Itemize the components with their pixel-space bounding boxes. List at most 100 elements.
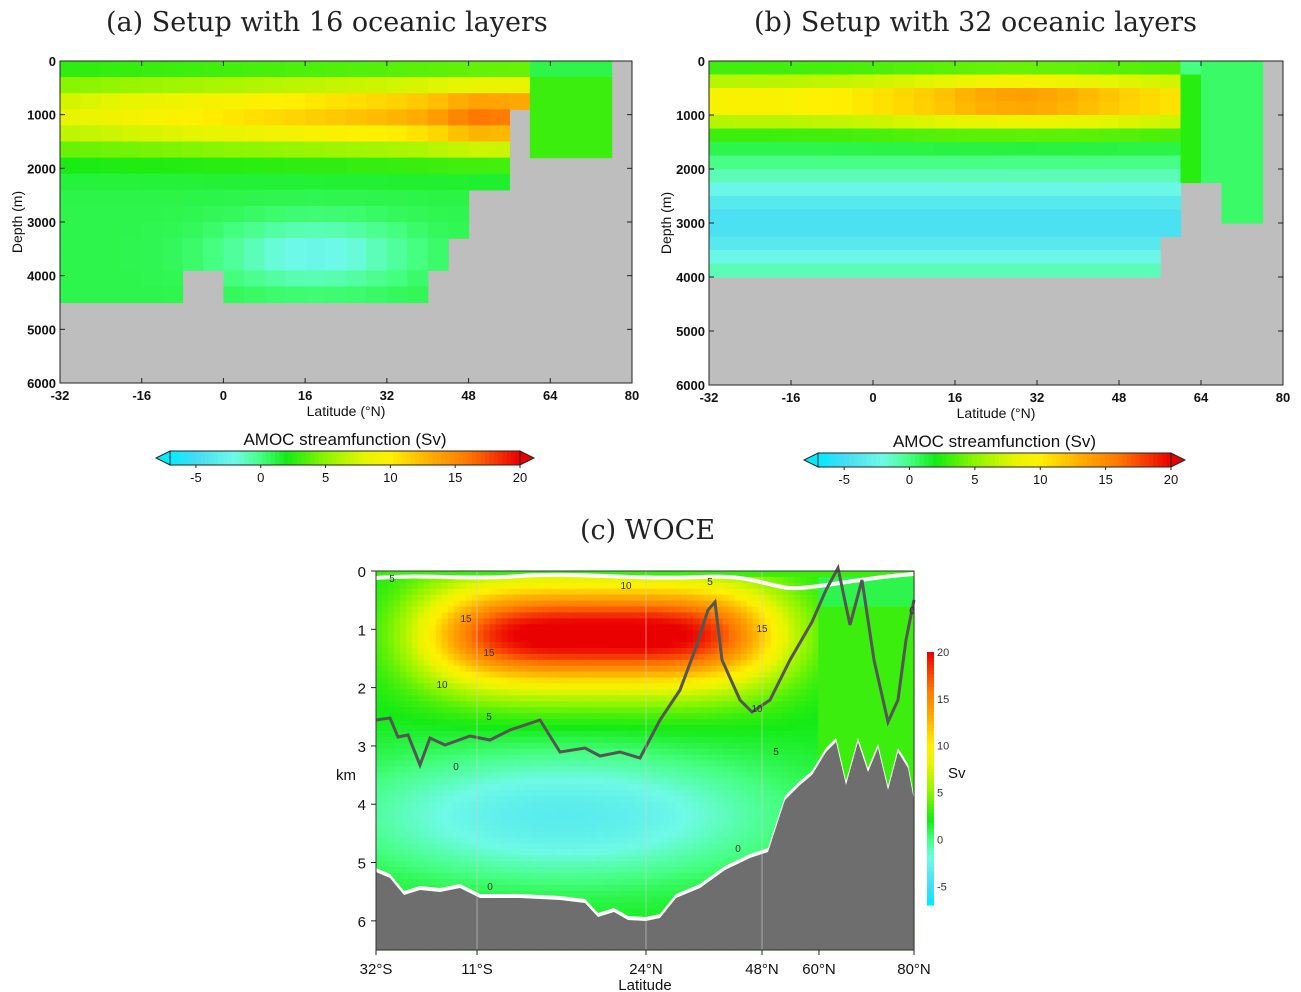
- woce-heatmap-cell: [525, 671, 533, 679]
- woce-heatmap-cell: [471, 736, 479, 744]
- woce-heatmap-cell: [698, 790, 706, 797]
- woce-heatmap-cell: [441, 624, 449, 631]
- woce-heatmap-cell: [662, 671, 670, 679]
- woce-heatmap-cell: [686, 719, 694, 726]
- woce-heatmap-cell: [543, 612, 550, 619]
- heatmap-cell: [811, 155, 833, 170]
- woce-heatmap-cell: [531, 819, 538, 827]
- woce-heatmap-cell: [495, 754, 503, 762]
- woce-heatmap-cell: [513, 730, 521, 738]
- heatmap-cell: [570, 77, 592, 94]
- heatmap-cell: [100, 141, 122, 159]
- woce-heatmap-cell: [441, 571, 449, 578]
- woce-heatmap-cell: [609, 701, 616, 708]
- woce-heatmap-cell: [441, 825, 449, 833]
- woce-heatmap-cell: [489, 813, 497, 821]
- woce-heatmap-cell: [453, 576, 461, 584]
- woce-heatmap-cell: [662, 647, 670, 655]
- woce-heatmap-cell: [483, 807, 491, 815]
- colorbar-tick-label: 10: [1033, 472, 1047, 487]
- woce-heatmap-cell: [698, 701, 706, 708]
- woce-heatmap-cell: [633, 878, 640, 886]
- woce-heatmap-cell: [561, 831, 568, 839]
- woce-heatmap-cell: [698, 837, 706, 845]
- woce-heatmap-cell: [495, 736, 503, 744]
- woce-heatmap-cell: [525, 867, 533, 874]
- woce-heatmap-cell: [740, 813, 748, 821]
- woce-heatmap-cell: [603, 701, 610, 708]
- woce-heatmap-cell: [435, 642, 443, 649]
- woce-heatmap-cell: [597, 849, 604, 856]
- woce-heatmap-cell: [447, 624, 455, 631]
- woce-heatmap-cell: [704, 796, 712, 803]
- woce-heatmap-cell: [501, 742, 509, 750]
- heatmap-cell: [1160, 209, 1182, 224]
- woce-heatmap-cell: [537, 861, 544, 868]
- woce-heatmap-cell: [549, 861, 556, 868]
- woce-heatmap-cell: [639, 778, 646, 785]
- heatmap-cell: [448, 189, 470, 207]
- woce-heatmap-cell: [519, 653, 527, 661]
- heatmap-cell: [934, 115, 956, 130]
- woce-heatmap-cell: [639, 760, 646, 768]
- woce-heatmap-cell: [423, 671, 431, 679]
- woce-heatmap-cell: [633, 837, 640, 845]
- woce-heatmap-cell: [639, 890, 646, 898]
- woce-heatmap-cell: [376, 606, 383, 614]
- heatmap-cell: [264, 286, 286, 304]
- woce-heatmap-cell: [686, 873, 694, 880]
- woce-heatmap-cell: [525, 742, 533, 750]
- woce-heatmap-cell: [513, 659, 521, 667]
- woce-heatmap-cell: [471, 571, 479, 578]
- woce-heatmap-cell: [728, 760, 736, 768]
- woce-heatmap-cell: [387, 630, 395, 637]
- heatmap-cell: [1098, 155, 1120, 170]
- heatmap-cell: [121, 254, 143, 271]
- woce-heatmap-cell: [662, 825, 670, 833]
- woce-heatmap-cell: [381, 624, 389, 631]
- colorbar-label: AMOC streamfunction (Sv): [243, 430, 446, 449]
- heatmap-cell: [873, 169, 895, 184]
- colorbar-segment: [349, 451, 355, 465]
- woce-heatmap-cell: [633, 624, 640, 631]
- woce-heatmap-cell: [722, 647, 730, 655]
- woce-heatmap-cell: [573, 724, 580, 732]
- woce-heatmap-cell: [704, 582, 712, 590]
- heatmap-cell: [934, 74, 956, 89]
- woce-heatmap-cell: [543, 719, 550, 726]
- woce-heatmap-cell: [662, 849, 670, 856]
- woce-heatmap-cell: [381, 736, 389, 744]
- woce-heatmap-cell: [740, 612, 748, 619]
- woce-heatmap-cell: [399, 707, 407, 714]
- woce-heatmap-cell: [537, 760, 544, 768]
- colorbar-segment: [362, 451, 368, 465]
- heatmap-cell: [121, 286, 143, 304]
- woce-heatmap-cell: [501, 867, 509, 874]
- woce-heatmap-cell: [716, 576, 724, 584]
- heatmap-cell: [366, 109, 388, 126]
- woce-heatmap-cell: [507, 849, 515, 856]
- woce-heatmap-cell: [650, 908, 658, 916]
- woce-heatmap-cell: [507, 612, 515, 619]
- woce-heatmap-cell: [501, 683, 509, 691]
- woce-heatmap-cell: [698, 813, 706, 821]
- heatmap-cell: [346, 270, 368, 287]
- woce-heatmap-cell: [543, 636, 550, 643]
- woce-heatmap-cell: [405, 790, 413, 797]
- woce-heatmap-cell: [734, 588, 742, 596]
- woce-heatmap-cell: [477, 576, 485, 584]
- woce-heatmap-cell: [399, 600, 407, 608]
- woce-heatmap-cell: [531, 730, 538, 738]
- heatmap-cell: [305, 157, 327, 175]
- heatmap-cell: [975, 155, 997, 170]
- woce-heatmap-cell: [435, 671, 443, 679]
- woce-heatmap-cell: [483, 760, 491, 768]
- woce-heatmap-cell: [531, 784, 538, 791]
- woce-heatmap-cell: [501, 861, 509, 868]
- woce-heatmap-cell: [549, 653, 556, 661]
- heatmap-cell: [100, 222, 122, 239]
- woce-heatmap-cell: [680, 778, 688, 785]
- heatmap-cell: [770, 169, 792, 184]
- woce-heatmap-cell: [525, 878, 533, 886]
- woce-heatmap-cell: [376, 754, 383, 762]
